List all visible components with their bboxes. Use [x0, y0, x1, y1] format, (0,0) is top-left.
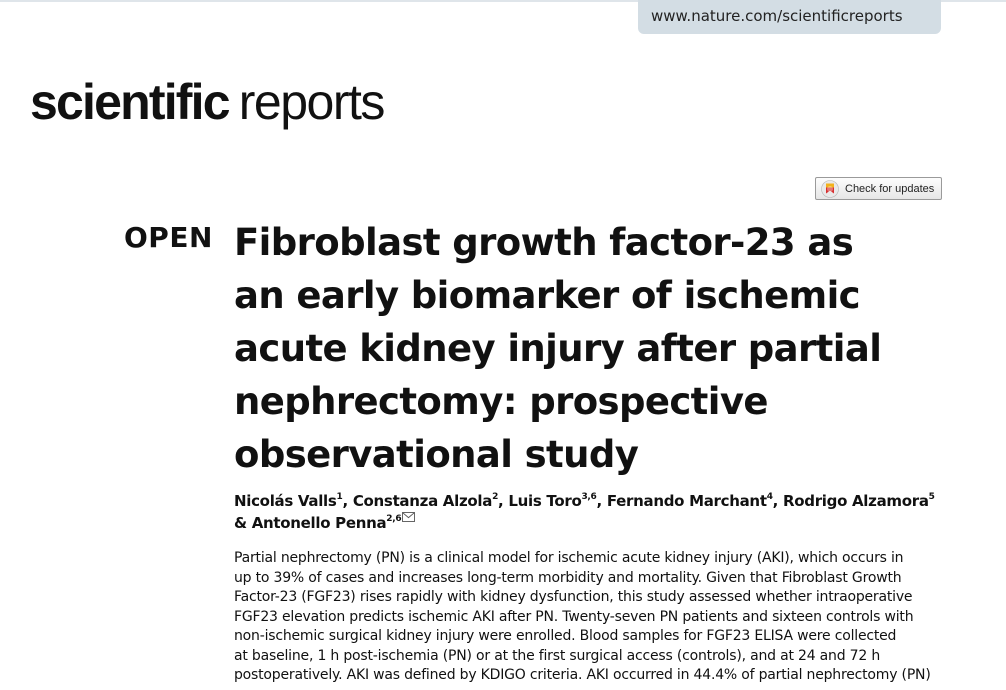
title-line: Fibroblast growth factor-23 as — [234, 221, 854, 264]
author-name[interactable]: Constanza Alzola — [352, 492, 493, 510]
abstract-line: FGF23 elevation predicts ischemic AKI af… — [234, 608, 914, 625]
envelope-icon[interactable] — [402, 512, 416, 522]
abstract-line: up to 39% of cases and increases long-te… — [234, 569, 902, 586]
journal-logo[interactable]: scientific reports — [30, 74, 386, 130]
author-affiliation[interactable]: 2,6 — [386, 514, 402, 524]
abstract-line: Factor-23 (FGF23) rises rapidly with kid… — [234, 589, 913, 605]
abstract-line: Partial nephrectomy (PN) is a clinical m… — [234, 550, 904, 566]
author-name[interactable]: Luis Toro — [508, 492, 582, 510]
title-line: nephrectomy: prospective — [234, 380, 768, 423]
check-for-updates-button[interactable]: Check for updates — [815, 177, 942, 200]
logo-bold-text: scientific — [30, 74, 231, 130]
title-line: acute kidney injury after partial — [234, 327, 882, 370]
author-conjunction: & — [234, 514, 247, 532]
author-separator: , — [342, 492, 349, 510]
author-name[interactable]: Nicolás Valls — [234, 492, 337, 510]
abstract-line: postoperatively. AKI was defined by KDIG… — [234, 667, 931, 683]
logo-regular-text: reports — [238, 74, 386, 130]
crossmark-icon — [821, 179, 839, 198]
author-affiliation[interactable]: 1 — [336, 492, 343, 502]
author-name[interactable]: Rodrigo Alzamora — [783, 492, 929, 510]
title-line: observational study — [234, 433, 639, 476]
author-affiliation[interactable]: 4 — [766, 492, 773, 502]
author-separator: , — [596, 492, 603, 510]
journal-url-link[interactable]: www.nature.com/scientificreports — [638, 0, 941, 34]
author-affiliation[interactable]: 2 — [492, 492, 499, 502]
author-list: Nicolás Valls1, Constanza Alzola2, Luis … — [234, 490, 944, 534]
abstract: Partial nephrectomy (PN) is a clinical m… — [234, 549, 946, 686]
open-access-label: OPEN — [124, 221, 213, 254]
author-name[interactable]: Antonello Penna — [251, 514, 387, 532]
check-for-updates-label: Check for updates — [845, 182, 935, 195]
author-separator: , — [772, 492, 779, 510]
title-line: an early biomarker of ischemic — [234, 274, 861, 317]
author-name[interactable]: Fernando Marchant — [606, 492, 767, 510]
author-affiliation[interactable]: 5 — [928, 492, 935, 502]
article-title: Fibroblast growth factor-23 as an early … — [234, 216, 954, 481]
abstract-line: non-ischemic surgical kidney injury were… — [234, 628, 897, 644]
top-rule — [0, 0, 1006, 2]
abstract-line: at baseline, 1 h post-ischemia (PN) or a… — [234, 647, 881, 664]
author-separator: , — [498, 492, 504, 510]
author-affiliation[interactable]: 3,6 — [581, 492, 597, 502]
